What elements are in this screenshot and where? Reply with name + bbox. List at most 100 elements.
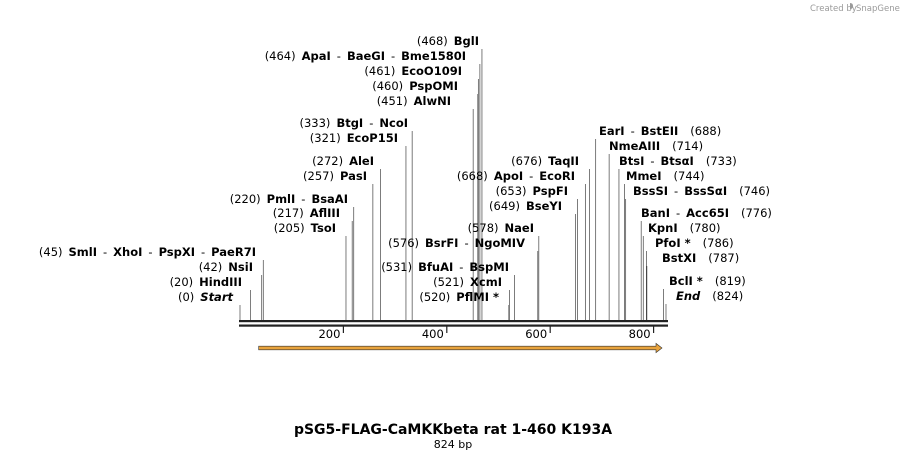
enzyme-label[interactable]: (217) AflIII xyxy=(273,206,340,220)
enzyme-label-part: PaeR7I xyxy=(211,245,256,259)
enzyme-label-part: (786) xyxy=(703,236,734,250)
enzyme-label-part: ApaI xyxy=(302,49,331,63)
enzyme-label-part: PspFI xyxy=(533,184,568,198)
enzyme-label-part: (333) xyxy=(300,116,331,130)
enzyme-label[interactable]: (460) PspOMI xyxy=(372,79,458,93)
enzyme-label[interactable]: (220) PmlI - BsaAI xyxy=(230,192,348,206)
enzyme-label-part: EcoP15I xyxy=(347,131,398,145)
map-title: pSG5-FLAG-CaMKKbeta rat 1-460 K193A xyxy=(294,422,612,438)
enzyme-label[interactable]: (668) ApoI - EcoRI xyxy=(457,169,575,183)
enzyme-label[interactable]: (257) PasI xyxy=(303,169,367,183)
enzyme-label-part: Start xyxy=(200,290,233,304)
enzyme-label-part: PfoI * xyxy=(655,236,691,250)
enzyme-label[interactable]: BstXI (787) xyxy=(662,251,739,265)
enzyme-label-part: AlwNI xyxy=(414,94,451,108)
enzyme-label-part: - xyxy=(391,49,395,63)
enzyme-label-part: BtsI xyxy=(619,154,644,168)
enzyme-label-part: (464) xyxy=(265,49,296,63)
enzyme-label[interactable]: (42) NsiI xyxy=(199,260,253,274)
enzyme-label[interactable]: BclI * (819) xyxy=(669,274,746,288)
enzyme-label[interactable]: BanI - Acc65I (776) xyxy=(641,206,772,220)
enzyme-label-part: NsiI xyxy=(228,260,253,274)
enzyme-label-part: AleI xyxy=(349,154,374,168)
enzyme-label[interactable]: (468) BglI xyxy=(417,34,479,48)
enzyme-label[interactable]: PfoI * (786) xyxy=(655,236,734,250)
enzyme-label-part: - xyxy=(337,49,341,63)
enzyme-label-part: (520) xyxy=(419,290,450,304)
enzyme-label-part: (776) xyxy=(741,206,772,220)
enzyme-label[interactable]: MmeI (744) xyxy=(626,169,704,183)
orf-feature-arrow[interactable] xyxy=(258,342,663,354)
enzyme-label-part: (746) xyxy=(739,184,770,198)
enzyme-label[interactable]: (272) AleI xyxy=(312,154,374,168)
enzyme-label-part: Bme1580I xyxy=(401,49,466,63)
enzyme-labels: (0) Start(20) HindIII(42) NsiI(45) SmlI - XhoI… xyxy=(39,34,772,304)
credit-text: Created by xyxy=(810,4,857,14)
enzyme-label[interactable]: BssSI - BssSαI (746) xyxy=(633,184,770,198)
enzyme-label-part: (20) xyxy=(170,275,194,289)
enzyme-label-part: (321) xyxy=(310,131,341,145)
enzyme-label[interactable]: NmeAIII (714) xyxy=(609,139,703,153)
enzyme-label[interactable]: (653) PspFI xyxy=(496,184,568,198)
enzyme-label-part: (45) xyxy=(39,245,63,259)
enzyme-label[interactable]: (576) BsrFI - NgoMIV xyxy=(388,236,525,250)
enzyme-label[interactable]: (649) BseYI xyxy=(489,199,562,213)
enzyme-label-part: TsoI xyxy=(311,221,336,235)
enzyme-label-part: (205) xyxy=(274,221,305,235)
enzyme-label[interactable]: (20) HindIII xyxy=(170,275,242,289)
enzyme-label-part: XcmI xyxy=(470,275,502,289)
enzyme-label-part: (668) xyxy=(457,169,488,183)
backbone xyxy=(239,320,668,327)
brand-text: SnapGene xyxy=(856,4,900,14)
enzyme-label-part: (578) xyxy=(468,221,499,235)
enzyme-label-part: BaeGI xyxy=(347,49,385,63)
enzyme-label-part: (733) xyxy=(706,154,737,168)
enzyme-label-part: BclI * xyxy=(669,274,703,288)
enzyme-label[interactable]: End (824) xyxy=(676,289,743,303)
enzyme-label[interactable]: (461) EcoO109I xyxy=(364,64,462,78)
enzyme-label-part: BseYI xyxy=(526,199,562,213)
enzyme-label-part: Acc65I xyxy=(686,206,729,220)
enzyme-label-part: - xyxy=(103,245,107,259)
enzyme-label[interactable]: (0) Start xyxy=(178,290,234,304)
enzyme-label[interactable]: (451) AlwNI xyxy=(377,94,451,108)
enzyme-label[interactable]: (676) TaqII xyxy=(511,154,579,168)
enzyme-label-part: MmeI xyxy=(626,169,662,183)
enzyme-label[interactable]: (45) SmlI - XhoI - PspXI - PaeR7I xyxy=(39,245,256,259)
enzyme-label-part: BstEII xyxy=(641,124,679,138)
enzyme-label-part: - xyxy=(650,154,654,168)
enzyme-label-part: (257) xyxy=(303,169,334,183)
enzyme-label-part: AflIII xyxy=(310,206,340,220)
enzyme-label-part: BstXI xyxy=(662,251,696,265)
enzyme-label[interactable]: BtsI - BtsαI (733) xyxy=(619,154,737,168)
enzyme-label-part: BsaAI xyxy=(311,192,348,206)
enzyme-label-part: End xyxy=(676,289,701,303)
enzyme-label[interactable]: (578) NaeI xyxy=(468,221,534,235)
enzyme-label-part: PspOMI xyxy=(409,79,458,93)
enzyme-label[interactable]: (520) PflMI * xyxy=(419,290,499,304)
enzyme-label-part: PmlI xyxy=(267,192,296,206)
enzyme-label[interactable]: KpnI (780) xyxy=(648,221,721,235)
enzyme-label-part: BtsαI xyxy=(661,154,694,168)
enzyme-label-part: - xyxy=(201,245,205,259)
enzyme-label-part: - xyxy=(369,116,373,130)
enzyme-label[interactable]: (205) TsoI xyxy=(274,221,336,235)
enzyme-label[interactable]: (333) BtgI - NcoI xyxy=(300,116,409,130)
enzyme-label-part: (676) xyxy=(511,154,542,168)
enzyme-label-part: (451) xyxy=(377,94,408,108)
enzyme-label-part: (824) xyxy=(712,289,743,303)
enzyme-label[interactable]: EarI - BstEII (688) xyxy=(599,124,721,138)
enzyme-label-part: EcoRI xyxy=(539,169,575,183)
enzyme-label-part: (653) xyxy=(496,184,527,198)
ruler-tick-label: 800 xyxy=(629,327,651,341)
cut-site-leaders xyxy=(239,49,667,320)
enzyme-label[interactable]: (531) BfuAI - BspMI xyxy=(381,260,509,274)
enzyme-label[interactable]: (464) ApaI - BaeGI - Bme1580I xyxy=(265,49,466,63)
enzyme-label[interactable]: (521) XcmI xyxy=(433,275,502,289)
enzyme-label[interactable]: (321) EcoP15I xyxy=(310,131,398,145)
ruler-tick-label: 200 xyxy=(318,327,340,341)
enzyme-label-part: BtgI xyxy=(336,116,363,130)
enzyme-label-part: - xyxy=(631,124,635,138)
enzyme-label-part: NcoI xyxy=(379,116,408,130)
